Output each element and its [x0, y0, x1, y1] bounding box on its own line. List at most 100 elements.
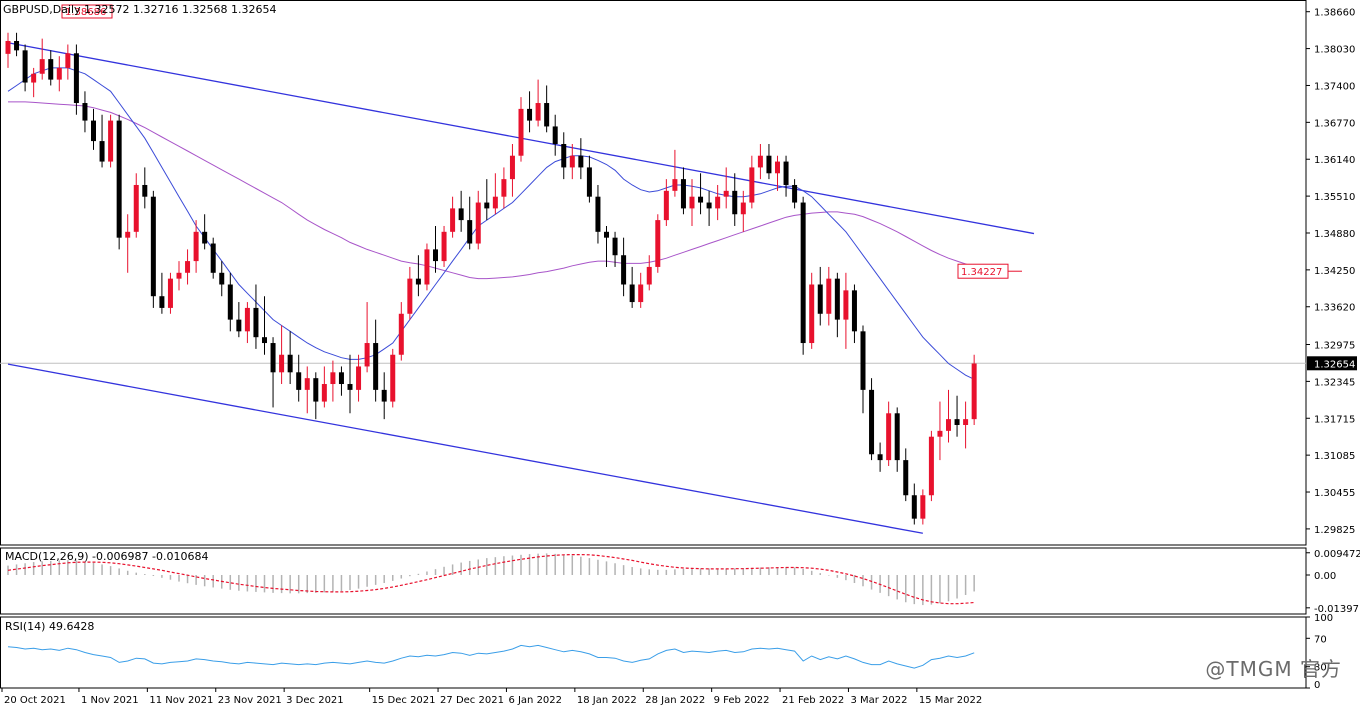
candle-body — [73, 53, 79, 104]
candle — [150, 190, 156, 308]
candle-body — [458, 208, 464, 221]
candle — [911, 483, 917, 525]
candle — [946, 389, 951, 443]
symbol-info-line: GBPUSD,Daily 1.32572 1.32716 1.32568 1.3… — [3, 3, 276, 16]
candle — [48, 50, 54, 86]
rsi-pane[interactable]: 100 70 30 0 — [0, 613, 1334, 691]
price-axis-label: 1.32975 — [1314, 341, 1355, 352]
candle — [646, 255, 652, 291]
price-pane[interactable]: 1.38660 1.38030 1.37400 1.36770 1.36140 1.355… — [0, 0, 1357, 546]
candle-body — [347, 384, 353, 390]
price-axis-label: 1.31085 — [1314, 451, 1355, 462]
candle — [877, 442, 883, 472]
candle-body — [578, 155, 584, 168]
candle — [706, 190, 712, 226]
candle-body — [595, 196, 601, 232]
candle — [809, 272, 815, 349]
candle — [518, 97, 524, 162]
candle-body — [415, 278, 421, 285]
candle-body — [834, 278, 840, 320]
candle — [467, 196, 473, 250]
candle-body — [715, 196, 721, 209]
candle — [193, 220, 199, 273]
time-axis: 20 Oct 2021 1 Nov 2021 11 Nov 2021 23 Nov 2… — [1, 688, 982, 706]
candle — [886, 401, 892, 466]
candle — [689, 179, 695, 226]
candle — [287, 331, 293, 385]
candle-body — [792, 184, 798, 203]
price-axis-label: 1.37400 — [1314, 81, 1355, 92]
candle — [219, 261, 225, 297]
candle — [244, 302, 250, 344]
time-axis-label: 9 Feb 2022 — [714, 695, 770, 706]
candle-body — [672, 179, 678, 191]
candle-body — [928, 436, 934, 496]
candle-body — [176, 272, 182, 279]
candle — [544, 85, 550, 133]
candle — [458, 190, 464, 232]
candle-body — [279, 354, 285, 373]
candle-body — [706, 202, 712, 209]
moving-average-fast — [7, 67, 975, 380]
candle-body — [586, 167, 592, 197]
macd-pane[interactable]: 0.009472 0.00 -0.01397 — [0, 547, 1360, 615]
candle-body — [954, 419, 960, 425]
current-price-tag — [1307, 356, 1357, 371]
candle — [621, 237, 627, 297]
candle-body — [22, 50, 28, 83]
candle — [364, 302, 370, 373]
candle-body — [244, 307, 250, 332]
candle — [73, 44, 79, 115]
candle — [937, 401, 943, 461]
price-axis-label: 1.33620 — [1314, 303, 1355, 314]
candle-body — [321, 384, 327, 402]
candle — [903, 448, 909, 502]
candle — [159, 272, 165, 314]
candle — [569, 144, 575, 180]
candle — [971, 354, 977, 425]
candle — [715, 184, 721, 221]
candle-body — [330, 372, 336, 385]
candle-body — [125, 231, 131, 238]
candle-body — [364, 343, 370, 367]
time-axis-label: 11 Nov 2021 — [149, 695, 213, 706]
candle — [330, 360, 336, 402]
macd-axis-label: 0.009472 — [1314, 549, 1360, 560]
candle — [851, 284, 857, 344]
price-axis-label: 1.32345 — [1314, 377, 1355, 388]
candle — [236, 302, 242, 338]
candle-body — [646, 266, 652, 285]
price-axis-label: 1.31715 — [1314, 414, 1355, 425]
candle-body — [338, 372, 344, 385]
candle — [792, 179, 798, 209]
price-pane-frame — [0, 0, 1307, 546]
candle — [176, 261, 182, 291]
candle — [108, 114, 114, 168]
candle — [561, 132, 567, 180]
candle — [698, 173, 704, 215]
time-axis-label: 21 Feb 2022 — [782, 695, 844, 706]
time-axis-label: 18 Jan 2022 — [577, 695, 637, 706]
time-axis-label: 23 Nov 2021 — [218, 695, 282, 706]
candle-body — [56, 67, 62, 80]
candle-body — [612, 237, 618, 256]
candle-body — [407, 278, 413, 314]
candle — [740, 190, 746, 232]
channel-lower-line — [7, 363, 923, 534]
candle — [450, 196, 456, 238]
candle — [356, 354, 362, 402]
current-price-label: 1.32654 — [1314, 359, 1355, 370]
candle-body — [860, 331, 866, 390]
rsi-title: RSI(14) 49.6428 — [5, 620, 94, 633]
candle — [604, 225, 609, 267]
candle-body — [304, 378, 310, 390]
candle-body — [569, 155, 575, 168]
candle — [381, 372, 387, 420]
candle-body — [116, 120, 122, 238]
candle — [629, 266, 635, 308]
candle — [638, 272, 644, 308]
candle-body — [450, 208, 456, 232]
candle — [390, 348, 396, 408]
candle-body — [467, 220, 473, 244]
